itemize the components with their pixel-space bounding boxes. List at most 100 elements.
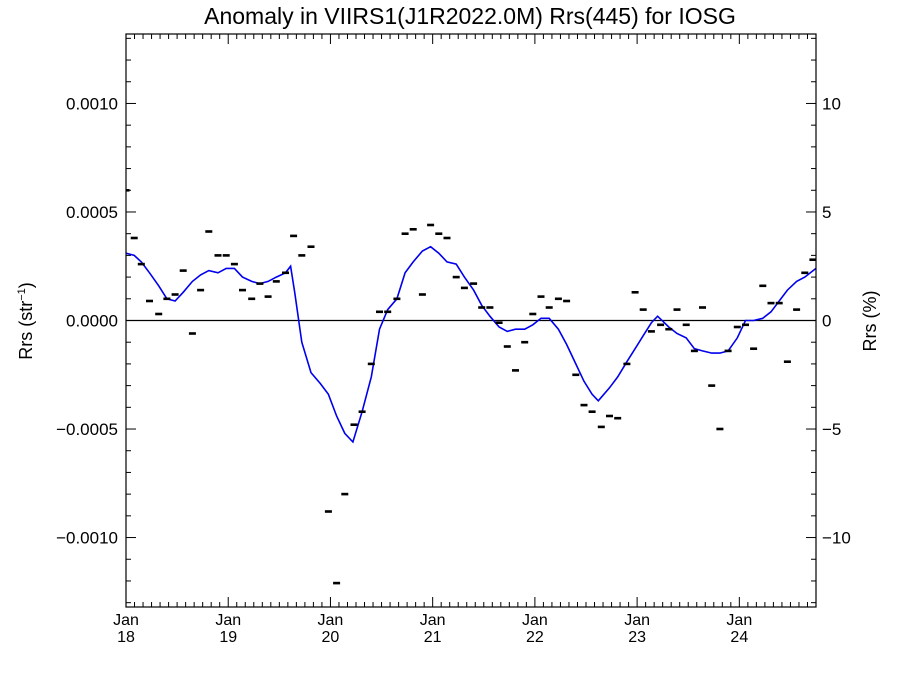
data-point: [512, 369, 519, 372]
data-point: [563, 299, 571, 303]
data-point: [146, 299, 153, 303]
data-point: [486, 306, 494, 309]
data-point: [759, 284, 767, 288]
data-point: [130, 236, 138, 240]
data-point: [657, 323, 665, 327]
data-point: [384, 310, 392, 314]
data-point: [298, 254, 306, 257]
x-tick-label-year: 19: [219, 629, 237, 646]
data-point: [606, 414, 613, 418]
data-point: [733, 325, 741, 329]
data-point: [545, 306, 553, 309]
data-point: [682, 323, 690, 327]
data-point: [393, 297, 401, 301]
x-tick-label-month: Jan: [113, 612, 139, 629]
x-tick-label-month: Jan: [624, 612, 650, 629]
data-point: [767, 301, 775, 305]
x-tick-label-year: 18: [117, 629, 135, 646]
data-point: [205, 230, 213, 233]
data-point: [665, 327, 673, 331]
data-point: [537, 295, 545, 298]
data-point: [307, 245, 315, 248]
data-point: [783, 360, 791, 363]
data-point: [452, 275, 460, 279]
y-right-tick-label: −5: [822, 420, 841, 439]
data-point: [470, 282, 478, 285]
data-point: [495, 321, 503, 324]
x-tick-label-month: Jan: [726, 612, 752, 629]
data-point: [179, 269, 187, 272]
data-point: [775, 301, 783, 305]
data-point: [409, 228, 417, 231]
data-point: [350, 423, 358, 426]
data-point: [171, 293, 179, 296]
data-point: [188, 332, 196, 335]
y-left-tick-label: −0.0005: [56, 420, 118, 439]
data-point: [580, 403, 588, 407]
data-point: [163, 297, 171, 301]
data-point: [272, 280, 280, 283]
data-point: [742, 323, 749, 327]
data-point: [333, 581, 341, 585]
y-left-tick-label: 0.0005: [66, 203, 118, 222]
data-point: [460, 286, 468, 290]
data-point: [197, 288, 205, 292]
data-point: [126, 189, 130, 192]
y-left-tick-label: 0.0010: [66, 94, 118, 113]
data-point: [793, 308, 801, 311]
data-point: [222, 254, 230, 257]
data-point: [647, 330, 655, 333]
data-point: [427, 223, 435, 227]
x-tick-label-year: 21: [424, 629, 442, 646]
data-point: [597, 425, 605, 429]
data-point: [818, 226, 825, 229]
data-point: [478, 306, 486, 309]
data-point: [256, 282, 264, 285]
data-point: [708, 384, 716, 387]
plot-marks: [126, 189, 825, 585]
y-left-tick-label: −0.0010: [56, 529, 118, 548]
chart-title: Anomaly in VIIRS1(J1R2022.0M) Rrs(445) f…: [204, 3, 736, 29]
data-point: [529, 312, 537, 316]
x-tick-label-year: 20: [322, 629, 340, 646]
x-tick-label-year: 24: [730, 629, 748, 646]
data-point: [699, 306, 706, 309]
y-right-tick-label: 0: [822, 312, 831, 331]
data-point: [614, 416, 622, 420]
data-point: [572, 373, 580, 377]
x-tick-label-year: 22: [526, 629, 544, 646]
y-axis-label-left: Rrs (str−1): [16, 282, 36, 360]
data-point: [435, 232, 443, 235]
data-point: [716, 427, 724, 431]
data-point: [503, 345, 511, 348]
axes: Jan18Jan19Jan20Jan21Jan22Jan23Jan240.001…: [56, 34, 851, 646]
plot-frame: [125, 33, 817, 608]
data-point: [521, 340, 529, 344]
y-axis-label-right: Rrs (%): [860, 291, 880, 352]
data-point: [401, 232, 409, 235]
data-point: [554, 297, 562, 301]
data-point: [724, 349, 732, 353]
data-point: [214, 254, 222, 257]
data-point: [443, 236, 451, 240]
data-point: [239, 288, 246, 292]
data-point: [230, 262, 238, 266]
y-left-tick-label: 0.0000: [66, 312, 118, 331]
data-point: [358, 410, 366, 413]
data-point: [324, 510, 332, 513]
data-point: [418, 293, 426, 296]
x-tick-label-month: Jan: [318, 612, 344, 629]
y-right-tick-label: −10: [822, 529, 851, 548]
data-point: [750, 347, 758, 350]
data-point: [248, 297, 256, 301]
data-point: [264, 295, 272, 298]
data-point: [137, 262, 145, 266]
data-point: [155, 312, 163, 316]
data-point: [631, 291, 639, 294]
data-point: [673, 308, 681, 311]
x-tick-label-month: Jan: [215, 612, 241, 629]
y-right-tick-label: 5: [822, 203, 831, 222]
data-point: [341, 492, 349, 496]
data-point: [809, 258, 816, 261]
